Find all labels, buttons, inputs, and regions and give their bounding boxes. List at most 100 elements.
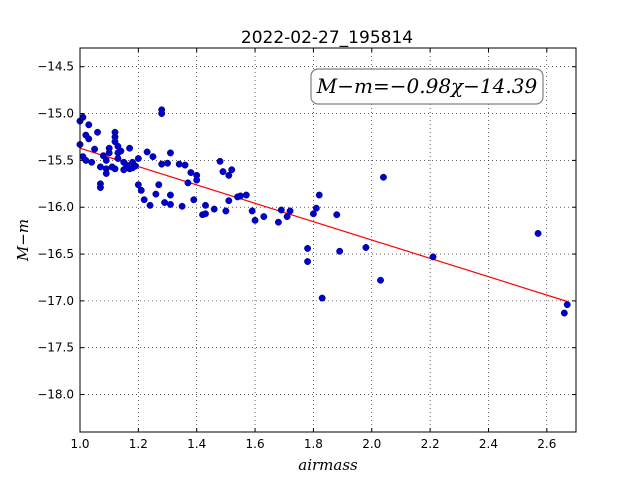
- data-point: [166, 149, 174, 157]
- data-point: [146, 201, 154, 209]
- data-point: [158, 110, 166, 118]
- data-point: [534, 229, 542, 237]
- data-point: [251, 216, 259, 224]
- data-point: [178, 202, 186, 210]
- x-tick-labels: 1.0 1.2 1.4 1.6 1.8 2.0 2.2 2.4 2.6: [70, 437, 556, 451]
- data-point: [137, 186, 145, 194]
- fit-equation: M−m=−0.98χ−14.39: [316, 74, 538, 98]
- y-tick-labels: −14.5 −15.0 −15.5 −16.0 −16.5 −17.0 −17.5 −18.0: [37, 60, 74, 402]
- data-point: [219, 168, 227, 176]
- data-point: [152, 190, 160, 198]
- data-point: [149, 153, 157, 161]
- data-point: [377, 276, 384, 284]
- data-point: [309, 210, 317, 218]
- data-point: [105, 149, 113, 157]
- data-point: [336, 247, 344, 255]
- y-tick-label: −18.0: [37, 388, 74, 402]
- data-point: [131, 162, 139, 170]
- chart-title: 2022-02-27_195814: [241, 28, 413, 48]
- data-point: [429, 253, 437, 261]
- data-point: [184, 179, 192, 187]
- data-point: [166, 191, 174, 199]
- plot-frame: [79, 47, 577, 433]
- x-tick-label: 2.4: [479, 437, 498, 451]
- annotation-box: M−m=−0.98χ−14.39: [310, 68, 544, 105]
- data-point: [134, 155, 142, 162]
- data-point: [193, 176, 201, 184]
- data-point: [260, 213, 268, 221]
- data-point: [143, 148, 151, 156]
- data-point: [94, 128, 101, 136]
- data-point: [225, 171, 233, 179]
- y-tick-label: −14.5: [37, 60, 74, 74]
- data-point: [304, 244, 312, 252]
- data-point: [96, 163, 104, 171]
- y-tick-label: −16.5: [37, 247, 74, 261]
- x-tick-label: 1.6: [246, 437, 265, 451]
- data-point: [102, 170, 110, 177]
- y-tick-label: −17.5: [37, 341, 74, 355]
- data-point: [158, 160, 166, 168]
- data-point: [237, 192, 244, 200]
- data-point: [140, 196, 148, 204]
- data-points: [76, 106, 571, 317]
- data-point: [175, 160, 183, 168]
- x-tick-label: 1.8: [304, 437, 323, 451]
- y-tick-label: −15.5: [37, 153, 74, 167]
- data-point: [362, 244, 370, 251]
- data-point: [102, 156, 110, 164]
- data-point: [88, 158, 96, 166]
- data-point: [560, 309, 568, 317]
- data-point: [277, 206, 285, 214]
- data-point: [318, 294, 326, 302]
- data-point: [304, 258, 312, 265]
- y-axis-label: M−m: [14, 219, 32, 262]
- data-point: [312, 204, 320, 212]
- data-point: [111, 165, 119, 173]
- data-point: [134, 181, 142, 189]
- data-point: [222, 207, 230, 215]
- data-point: [126, 144, 134, 152]
- data-point: [187, 169, 195, 177]
- data-point: [181, 161, 189, 169]
- grid: [79, 48, 576, 432]
- x-tick-label: 2.2: [421, 437, 440, 451]
- fit-line-group: [79, 147, 568, 303]
- x-tick-label: 2.6: [537, 437, 556, 451]
- data-point: [161, 199, 169, 206]
- data-point: [315, 191, 323, 199]
- y-tick-label: −16.0: [37, 200, 74, 214]
- data-point: [248, 207, 256, 215]
- data-point: [166, 200, 174, 208]
- data-point: [228, 166, 236, 174]
- data-point: [202, 210, 209, 218]
- data-point: [117, 147, 125, 155]
- data-point: [286, 207, 294, 215]
- x-tick-label: 1.4: [187, 437, 206, 451]
- data-point: [164, 159, 171, 167]
- data-point: [563, 301, 571, 309]
- data-point: [274, 218, 282, 226]
- data-point: [379, 173, 387, 181]
- x-tick-label: 1.2: [129, 437, 148, 451]
- data-point: [242, 191, 250, 199]
- data-point: [225, 197, 233, 205]
- fit-line: [79, 147, 568, 303]
- data-point: [91, 145, 99, 153]
- data-point: [216, 157, 224, 165]
- x-tick-label: 2.0: [362, 437, 381, 451]
- data-point: [85, 135, 93, 143]
- y-tick-label: −17.0: [37, 294, 74, 308]
- data-point: [333, 211, 341, 219]
- data-point: [210, 205, 218, 213]
- axis-ticks: [79, 48, 576, 432]
- data-point: [283, 213, 291, 221]
- data-point: [155, 181, 163, 189]
- data-point: [85, 121, 93, 129]
- x-tick-label: 1.0: [70, 437, 89, 451]
- y-tick-label: −15.0: [37, 107, 74, 121]
- data-point: [96, 184, 104, 192]
- x-axis-label: airmass: [298, 456, 358, 474]
- data-point: [190, 196, 198, 204]
